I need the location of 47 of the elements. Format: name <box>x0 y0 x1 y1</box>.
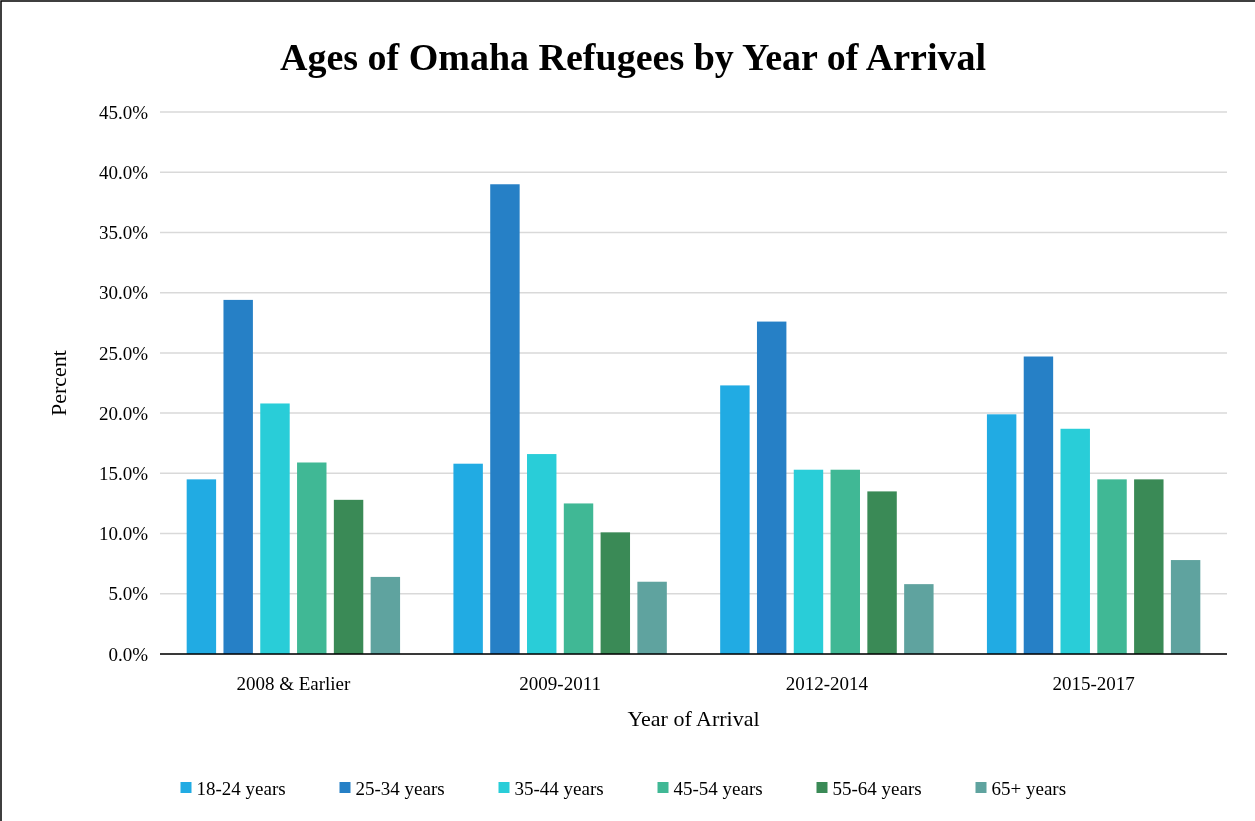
y-tick-label: 40.0% <box>98 161 149 183</box>
y-tick-label: 0.0% <box>108 643 149 665</box>
bar <box>756 321 787 654</box>
y-axis-title: Percent <box>46 350 71 416</box>
bar <box>1097 479 1127 654</box>
bar <box>453 463 483 654</box>
x-tick-label: 2008 & Earlier <box>236 673 352 694</box>
bar <box>904 584 934 654</box>
bar <box>186 479 217 654</box>
y-tick-label: 15.0% <box>98 462 149 484</box>
bar <box>1134 479 1164 654</box>
bar <box>830 469 860 654</box>
bar <box>490 184 520 654</box>
legend-label: 35-44 years <box>514 777 604 799</box>
bar <box>260 403 290 654</box>
y-tick-label: 25.0% <box>98 342 149 364</box>
bar <box>600 532 631 654</box>
y-tick-label: 35.0% <box>98 222 149 244</box>
bar <box>370 576 401 654</box>
bar <box>720 385 750 654</box>
legend-label: 18-24 years <box>196 777 286 799</box>
bar <box>867 491 897 654</box>
legend-label: 55-64 years <box>832 777 922 799</box>
legend-label: 45-54 years <box>673 777 763 799</box>
x-tick-label: 2012-2014 <box>785 673 869 694</box>
x-axis-title: Year of Arrival <box>627 706 760 731</box>
y-tick-label: 10.0% <box>98 523 149 545</box>
bar <box>1060 428 1090 654</box>
y-tick-label: 30.0% <box>98 282 149 304</box>
chart-title: Ages of Omaha Refugees by Year of Arrival <box>279 36 987 78</box>
bar <box>793 469 824 654</box>
y-tick-label: 20.0% <box>98 402 149 424</box>
legend-label: 65+ years <box>991 777 1067 799</box>
y-tick-label: 5.0% <box>108 583 149 605</box>
bar <box>297 462 327 654</box>
bar <box>333 499 364 654</box>
bar <box>223 299 253 654</box>
bar <box>1170 560 1201 654</box>
y-tick-label: 45.0% <box>98 101 149 123</box>
bar <box>986 414 1017 654</box>
bar <box>637 581 667 654</box>
bar <box>1023 356 1054 654</box>
legend-label: 25-34 years <box>355 777 445 799</box>
x-tick-label: 2015-2017 <box>1052 673 1135 694</box>
bar <box>527 454 557 654</box>
x-tick-label: 2009-2011 <box>519 673 601 694</box>
bar <box>563 503 594 654</box>
